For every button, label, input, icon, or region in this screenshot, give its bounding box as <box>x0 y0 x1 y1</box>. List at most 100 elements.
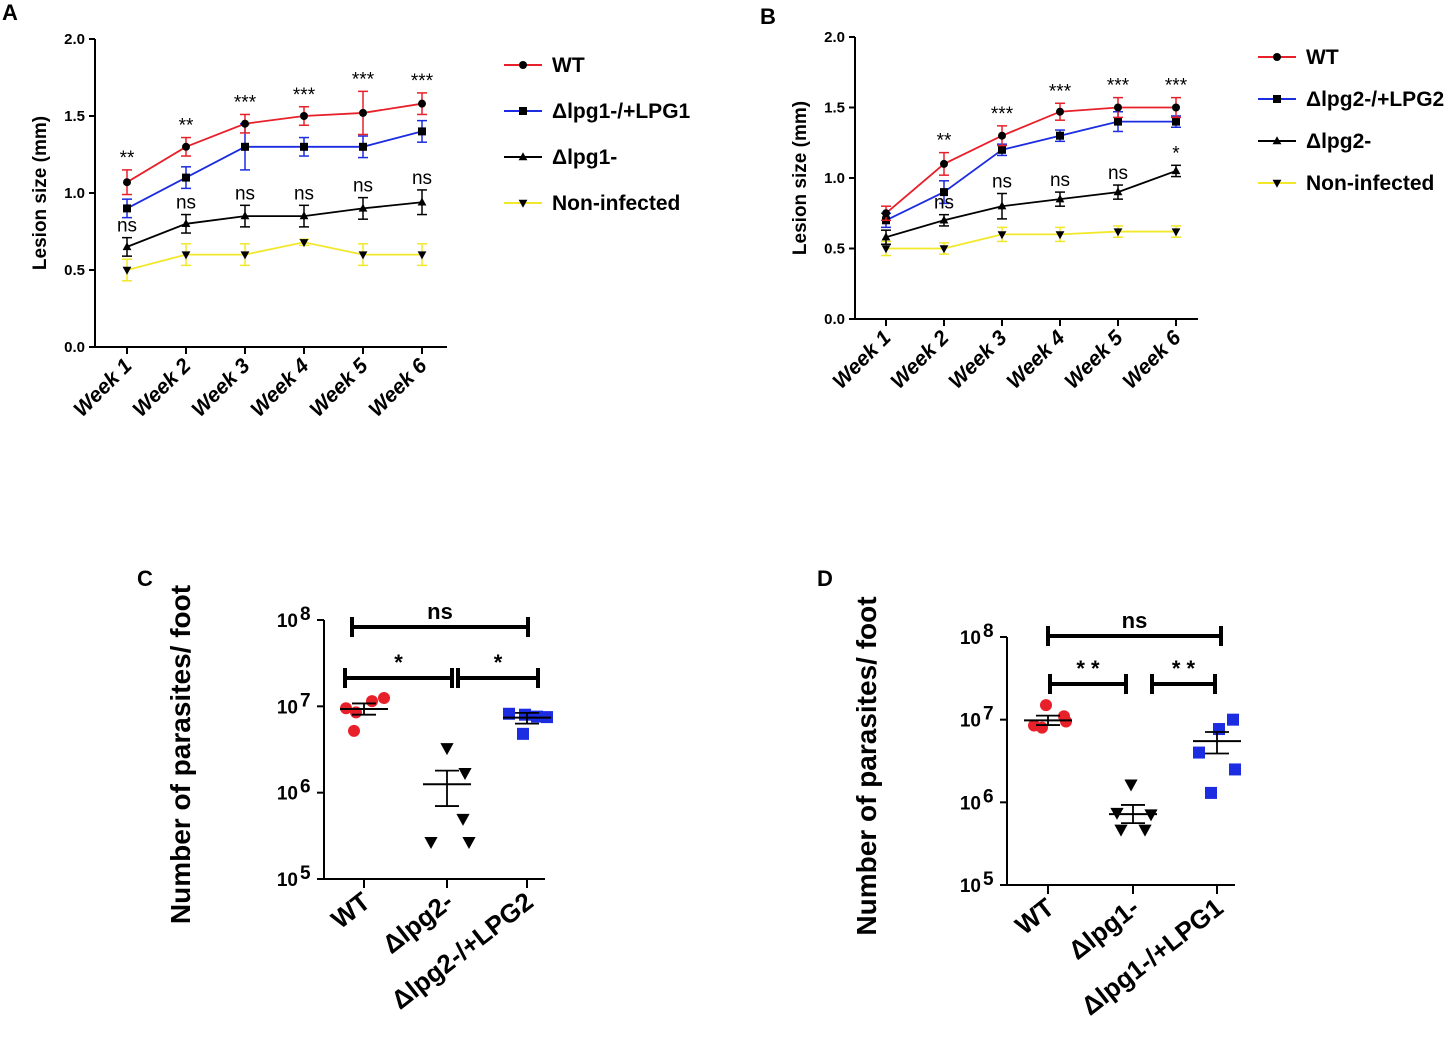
data-point <box>300 112 308 120</box>
data-point <box>881 245 891 254</box>
x-category-label: Week 2 <box>886 326 953 393</box>
x-category-label: WT <box>1009 892 1059 941</box>
series-line <box>126 241 422 271</box>
data-point <box>1172 103 1180 112</box>
y-tick-label: 10 <box>277 870 298 891</box>
legend-label: Δlpg1-/+LPG1 <box>552 100 691 123</box>
legend-item: Δlpg2- <box>1258 130 1371 153</box>
data-point <box>240 211 250 220</box>
data-point <box>1113 228 1123 237</box>
data-point <box>939 215 949 224</box>
panel-letter-a: A <box>2 0 18 25</box>
significance-label-mid: ns <box>235 183 255 204</box>
legend-item: Δlpg1-/+LPG1 <box>504 100 691 123</box>
significance-label-top: *** <box>1107 76 1130 97</box>
legend-marker <box>1273 95 1281 103</box>
data-point <box>417 251 427 260</box>
data-point <box>181 219 191 227</box>
data-point <box>1056 107 1064 116</box>
y-tick-label: 10 <box>277 697 298 718</box>
x-category-label: Δlpg2-/+LPG2 <box>385 886 538 1015</box>
legend-item: Non-infected <box>504 192 680 215</box>
data-point <box>181 251 191 260</box>
series-line <box>126 102 423 183</box>
data-point <box>348 724 360 737</box>
data-point <box>299 239 309 248</box>
legend-label: Δlpg2-/+LPG2 <box>1306 88 1444 111</box>
series-Δlpg2-/+LPG2 <box>881 110 1181 229</box>
significance-label-top: *** <box>234 92 257 113</box>
series-line <box>885 170 1177 239</box>
significance-label-top: *** <box>1165 76 1188 97</box>
comparison-label: * * <box>1076 656 1100 681</box>
data-point <box>1227 713 1239 726</box>
panel-letter-b: B <box>760 4 776 29</box>
data-point <box>1060 715 1072 728</box>
data-point <box>458 767 472 780</box>
data-point <box>1138 824 1152 837</box>
y-tick-label: 10 <box>960 793 981 814</box>
panel-letter-c: C <box>137 566 153 591</box>
significance-label-mid: ns <box>353 176 373 197</box>
y-tick-label: 0.5 <box>824 241 845 258</box>
y-tick-label: 10 <box>960 711 981 732</box>
y-tick-exponent: 7 <box>983 704 994 725</box>
y-axis-label: Number of parasites/ foot <box>851 596 882 935</box>
data-point <box>1056 131 1064 140</box>
y-tick-exponent: 8 <box>983 621 994 642</box>
legend-label: WT <box>552 54 585 77</box>
x-category-label: Week 4 <box>246 354 313 421</box>
group-Δlpg1-/+LPG1 <box>1193 713 1241 799</box>
legend-item: Δlpg2-/+LPG2 <box>1258 88 1444 111</box>
data-point <box>378 691 390 704</box>
data-point <box>241 119 249 128</box>
series-line <box>885 106 1176 214</box>
x-category-label: Week 2 <box>128 354 195 421</box>
comparison-label: * <box>394 650 403 675</box>
legend-marker <box>519 107 527 115</box>
legend-label: Non-infected <box>552 192 680 215</box>
y-tick-label: 2.0 <box>64 31 85 48</box>
y-tick-base: 10 <box>277 697 298 718</box>
data-point <box>122 242 132 251</box>
data-point <box>123 178 131 187</box>
y-tick-label: 10 <box>277 611 298 632</box>
data-point <box>1124 779 1138 792</box>
data-point <box>462 836 476 849</box>
group-Δlpg2-/+LPG2 <box>503 707 553 740</box>
comparison-bracket: * <box>343 650 454 688</box>
data-point <box>1114 824 1128 837</box>
data-point <box>123 204 131 213</box>
y-tick-exponent: 5 <box>300 863 311 884</box>
data-point <box>1171 166 1181 175</box>
significance-label-mid: ns <box>1050 170 1070 191</box>
data-point <box>940 188 948 197</box>
comparison-label: ns <box>1122 608 1148 633</box>
group-Δlpg2- <box>423 743 476 849</box>
group-WT <box>1024 699 1072 734</box>
data-point <box>998 145 1006 154</box>
legend-marker <box>1273 53 1281 61</box>
y-tick-label: 10 <box>960 628 981 649</box>
legend-label: WT <box>1306 46 1339 69</box>
series-line <box>886 230 1176 250</box>
data-point <box>1193 746 1205 759</box>
y-tick-exponent: 8 <box>300 604 311 625</box>
data-point <box>359 142 367 151</box>
y-tick-label: 0.5 <box>64 262 85 279</box>
data-point <box>939 245 949 254</box>
legend-label: Δlpg2- <box>1306 130 1371 153</box>
y-tick-label: 1.0 <box>824 170 845 187</box>
y-tick-base: 10 <box>277 784 298 805</box>
significance-label-mid: ns <box>176 193 196 214</box>
y-axis-label: Number of parasites/ foot <box>165 585 196 924</box>
series-WT <box>881 96 1181 222</box>
y-tick-exponent: 6 <box>983 786 994 807</box>
y-tick-label: 1.0 <box>64 185 85 202</box>
data-point <box>517 727 529 740</box>
data-point <box>417 197 427 206</box>
group-WT <box>340 691 390 737</box>
